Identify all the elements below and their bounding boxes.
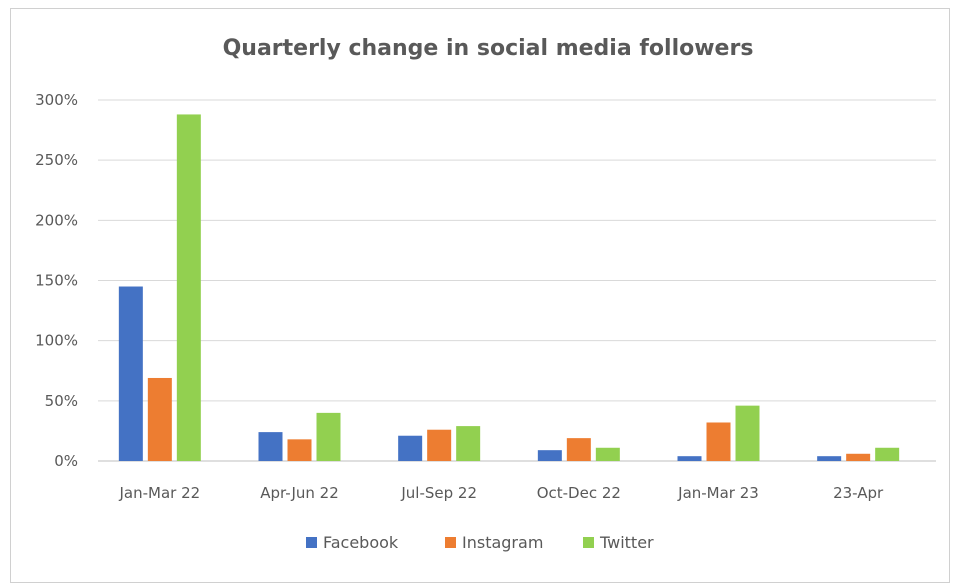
bar-facebook-3: [398, 435, 423, 461]
y-axis: 0% 50% 100% 150% 200% 250% 300%: [35, 91, 78, 470]
bar-instagram-4: [566, 438, 591, 461]
y-tick-label: 150%: [35, 272, 78, 290]
legend-swatch-twitter: [583, 537, 594, 548]
x-tick-label: Oct-Dec 22: [537, 484, 621, 502]
bar-instagram-5: [706, 422, 731, 461]
x-tick-label: Jan-Mar 23: [677, 484, 759, 502]
bar-instagram-1: [147, 377, 172, 461]
y-tick-label: 0%: [54, 452, 78, 470]
x-tick-label: Jul-Sep 22: [400, 484, 477, 502]
legend-label-instagram: Instagram: [462, 533, 543, 552]
x-axis: Jan-Mar 22 Apr-Jun 22 Jul-Sep 22 Oct-Dec 22…: [118, 484, 884, 502]
legend-label-facebook: Facebook: [323, 533, 399, 552]
legend-label-twitter: Twitter: [599, 533, 654, 552]
bar-facebook-1: [118, 286, 143, 461]
y-tick-label: 50%: [45, 392, 78, 410]
bar-facebook-5: [677, 456, 702, 461]
bar-twitter-3: [456, 426, 481, 461]
y-tick-label: 300%: [35, 91, 78, 109]
bar-instagram-6: [846, 453, 871, 461]
bar-twitter-6: [875, 447, 900, 461]
bar-twitter-2: [316, 412, 341, 461]
x-tick-label: 23-Apr: [833, 484, 884, 502]
gridlines: [98, 99, 936, 462]
y-tick-label: 200%: [35, 211, 78, 229]
bar-twitter-1: [176, 114, 201, 461]
bar-facebook-4: [537, 450, 562, 461]
chart-title: Quarterly change in social media followe…: [223, 36, 754, 61]
bar-instagram-2: [287, 439, 312, 461]
bar-twitter-5: [735, 405, 760, 461]
bar-facebook-2: [258, 432, 283, 461]
legend-swatch-instagram: [445, 537, 456, 548]
bar-twitter-4: [595, 447, 620, 461]
x-tick-label: Apr-Jun 22: [260, 484, 339, 502]
chart-frame: [10, 8, 950, 583]
bar-instagram-3: [427, 429, 452, 461]
y-tick-label: 250%: [35, 151, 78, 169]
x-tick-label: Jan-Mar 22: [118, 484, 200, 502]
legend: Facebook Instagram Twitter: [306, 533, 654, 552]
bar-facebook-6: [817, 456, 842, 461]
bars: [118, 114, 900, 461]
y-tick-label: 100%: [35, 332, 78, 350]
legend-swatch-facebook: [306, 537, 317, 548]
